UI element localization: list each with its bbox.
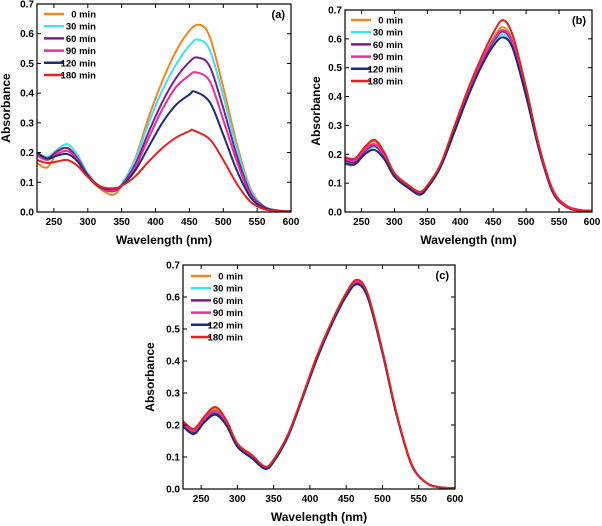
y-tick-label: 0.1 [166, 453, 180, 464]
y-tick-label: 0.2 [166, 421, 180, 432]
x-tick-label: 300 [79, 217, 96, 228]
legend-label: 30 min [373, 28, 403, 39]
y-tick-label: 0.5 [166, 325, 180, 336]
legend-label: 180 min [208, 333, 244, 344]
y-tick-label: 0.7 [166, 261, 180, 272]
x-tick-label: 350 [265, 494, 282, 505]
y-tick-label: 0.2 [20, 148, 34, 159]
y-tick-label: 0.5 [328, 63, 342, 74]
x-tick-label: 400 [302, 494, 319, 505]
y-tick-label: 0.0 [166, 485, 180, 496]
y-tick-label: 0.1 [20, 178, 34, 189]
panel-label: (b) [572, 15, 586, 27]
x-tick-label: 350 [113, 217, 130, 228]
x-tick-label: 400 [147, 217, 164, 228]
legend-label: 90 min [66, 46, 96, 57]
y-tick-label: 0.7 [20, 0, 34, 11]
legend-label: 0 min [218, 272, 243, 283]
legend-label: 120 min [61, 58, 97, 69]
y-tick-label: 0.1 [328, 179, 342, 190]
plot-frame [344, 9, 593, 213]
legend-label: 60 min [213, 296, 243, 307]
legend-label: 60 min [66, 34, 96, 45]
x-tick-label: 600 [447, 494, 464, 505]
x-tick-label: 600 [283, 217, 300, 228]
x-tick-label: 250 [353, 217, 370, 228]
y-tick-label: 0.3 [328, 121, 342, 132]
y-tick-label: 0.7 [328, 6, 342, 17]
legend-label: 60 min [373, 40, 403, 51]
x-tick-label: 450 [338, 494, 355, 505]
x-tick-label: 500 [215, 217, 232, 228]
x-tick-label: 350 [419, 217, 436, 228]
y-tick-label: 0.4 [328, 92, 342, 103]
x-tick-label: 400 [452, 217, 469, 228]
legend-label: 120 min [368, 64, 404, 75]
x-tick-label: 300 [386, 217, 403, 228]
x-tick-label: 550 [551, 217, 568, 228]
legend-label: 30 min [66, 22, 96, 33]
x-tick-label: 500 [518, 217, 535, 228]
y-tick-label: 0.2 [328, 150, 342, 161]
x-tick-label: 300 [229, 494, 246, 505]
y-axis-title: Absorbance [0, 73, 13, 143]
series-line-120-min [37, 90, 291, 212]
legend-label: 180 min [368, 77, 404, 88]
x-axis-title: Wavelength (nm) [271, 510, 367, 524]
y-axis-title: Absorbance [309, 76, 323, 146]
panel-label: (c) [436, 270, 450, 282]
legend-label: 0 min [71, 10, 96, 21]
plot-frame [182, 264, 456, 490]
series-line-180-min [37, 128, 291, 212]
chart-panel-c: 250 300 350 400 450 500 550 600 0.0 0.1 0.2 0.3 0.4 0… [143, 261, 464, 525]
series-line-90-min [37, 71, 291, 212]
y-tick-label: 0.3 [166, 389, 180, 400]
y-tick-label: 0.3 [20, 118, 34, 129]
x-tick-label: 550 [410, 494, 427, 505]
y-tick-label: 0.6 [20, 29, 34, 40]
plot-frame [36, 3, 292, 213]
series-line-180-min [345, 19, 592, 212]
y-tick-label: 0.0 [328, 208, 342, 219]
x-axis-title: Wavelength (nm) [116, 233, 212, 247]
panel-label: (a) [272, 9, 286, 21]
legend-label: 180 min [61, 71, 97, 82]
chart-panel-a: 250 300 350 400 450 500 550 600 0.0 0.1 0.2 0.3 0.4 0… [0, 0, 300, 247]
y-tick-label: 0.4 [20, 89, 34, 100]
y-tick-label: 0.6 [166, 293, 180, 304]
series-line-60-min [37, 56, 291, 212]
legend-label: 0 min [378, 16, 403, 27]
legend-label: 90 min [213, 308, 243, 319]
y-tick-label: 0.5 [20, 59, 34, 70]
y-axis-title: Absorbance [143, 342, 157, 412]
legend-label: 30 min [213, 284, 243, 295]
x-tick-label: 450 [485, 217, 502, 228]
x-tick-label: 250 [46, 217, 63, 228]
legend-label: 90 min [373, 52, 403, 63]
x-tick-label: 250 [193, 494, 210, 505]
x-tick-label: 450 [181, 217, 198, 228]
legend-label: 120 min [208, 320, 244, 331]
x-tick-label: 500 [374, 494, 391, 505]
chart-panel-b: 250 300 350 400 450 500 550 600 0.0 0.1 0.2 0.3 0.4 0… [309, 6, 601, 248]
series-line-30-min [37, 38, 291, 212]
series-line-180-min [183, 278, 455, 489]
x-tick-label: 600 [584, 217, 601, 228]
x-axis-title: Wavelength (nm) [420, 233, 516, 247]
y-tick-label: 0.4 [166, 357, 180, 368]
y-tick-label: 0.6 [328, 34, 342, 45]
x-tick-label: 550 [249, 217, 266, 228]
y-tick-label: 0.0 [20, 208, 34, 219]
